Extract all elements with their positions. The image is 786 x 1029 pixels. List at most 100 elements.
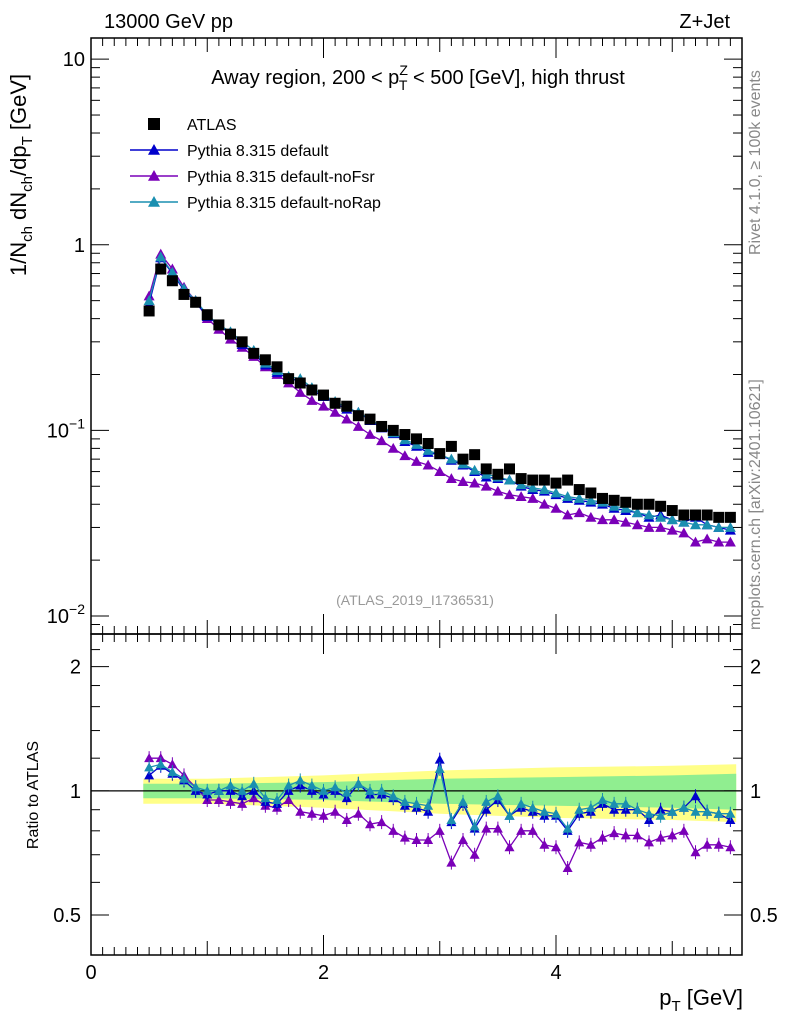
ratio-point-pythia-8-315-default-norap xyxy=(678,802,689,812)
ratio-point-pythia-8-315-default-nofsr xyxy=(667,830,678,840)
ratio-point-pythia-8-315-default-norap xyxy=(574,804,585,814)
ratio-point-pythia-8-315-default-norap xyxy=(376,785,387,795)
main-point-atlas xyxy=(318,389,329,401)
ratio-point-pythia-8-315-default-norap xyxy=(620,798,631,808)
ratio-point-pythia-8-315-default-norap xyxy=(295,775,306,785)
main-point-pythia-8-315-default-nofsr xyxy=(329,406,341,417)
main-point-pythia-8-315-default-nofsr xyxy=(666,524,678,535)
ratio-point-pythia-8-315-default-nofsr xyxy=(446,857,457,867)
main-point-atlas xyxy=(597,492,608,504)
legend-label: Pythia 8.315 default-noFsr xyxy=(187,169,375,186)
ratio-point-pythia-8-315-default xyxy=(481,804,492,814)
main-point-atlas xyxy=(376,420,388,432)
ratio-point-pythia-8-315-default-nofsr xyxy=(213,795,224,805)
header-right-title: Z+Jet xyxy=(679,11,730,33)
main-point-atlas xyxy=(166,275,178,287)
ratio-point-pythia-8-315-default-nofsr xyxy=(144,753,155,763)
ratio-point-pythia-8-315-default-norap xyxy=(260,793,271,803)
ratio-point-pythia-8-315-default-norap xyxy=(306,780,317,790)
main-point-pythia-8-315-default-nofsr xyxy=(504,489,515,500)
main-point-atlas xyxy=(620,496,632,508)
main-point-pythia-8-315-default-nofsr xyxy=(538,498,550,509)
main-point-atlas xyxy=(283,373,295,385)
rivet-version-label: Rivet 4.1.0, ≥ 100k events xyxy=(747,70,764,255)
main-point-pythia-8-315-default-nofsr xyxy=(655,521,667,532)
ratio-point-pythia-8-315-default-nofsr xyxy=(365,819,375,829)
ratio-point-pythia-8-315-default-norap xyxy=(353,778,364,788)
x-tick-label: 4 xyxy=(550,962,561,984)
main-series-group xyxy=(143,248,736,547)
ratio-point-pythia-8-315-default-norap xyxy=(702,806,713,816)
ratio-point-pythia-8-315-default-nofsr xyxy=(318,810,329,820)
main-point-atlas xyxy=(329,397,341,409)
ratio-y-tick-label-right: 2 xyxy=(750,657,761,679)
main-point-atlas xyxy=(225,328,236,340)
ratio-series-group xyxy=(144,751,736,876)
ratio-point-pythia-8-315-default-norap xyxy=(655,810,666,820)
main-point-pythia-8-315-default-nofsr xyxy=(399,450,411,461)
ratio-point-pythia-8-315-default-norap xyxy=(155,759,166,769)
ratio-point-pythia-8-315-default-norap xyxy=(551,808,561,818)
ratio-point-pythia-8-315-default-norap xyxy=(667,806,678,816)
ratio-point-pythia-8-315-default-nofsr xyxy=(609,828,620,838)
main-point-pythia-8-315-default-norap xyxy=(527,482,539,493)
main-point-pythia-8-315-default-nofsr xyxy=(690,536,701,547)
main-point-pythia-8-315-default-norap xyxy=(538,484,550,494)
ratio-point-pythia-8-315-default-nofsr xyxy=(690,847,701,857)
main-point-atlas xyxy=(724,511,736,523)
ratio-point-pythia-8-315-default xyxy=(690,791,701,801)
main-point-pythia-8-315-default-norap xyxy=(678,516,690,527)
ratio-point-pythia-8-315-default-norap xyxy=(516,798,527,808)
ratio-point-pythia-8-315-default-nofsr xyxy=(527,825,538,835)
main-point-atlas xyxy=(155,263,167,275)
legend-label: ATLAS xyxy=(187,117,237,134)
main-point-atlas xyxy=(411,433,422,445)
ratio-point-pythia-8-315-default-norap xyxy=(411,798,422,808)
ratio-point-pythia-8-315-default-nofsr xyxy=(469,849,480,859)
main-point-pythia-8-315-default-nofsr xyxy=(387,442,399,453)
main-line-pythia-8-315-default xyxy=(148,256,731,531)
ratio-point-pythia-8-315-default-nofsr xyxy=(225,796,236,806)
ratio-point-pythia-8-315-default-norap xyxy=(423,800,434,810)
main-line-pythia-8-315-default-nofsr xyxy=(148,252,731,543)
main-point-pythia-8-315-default-nofsr xyxy=(643,521,655,532)
ratio-point-pythia-8-315-default-norap xyxy=(690,806,701,816)
main-point-pythia-8-315-default-nofsr xyxy=(701,533,713,544)
ratio-point-pythia-8-315-default-norap xyxy=(481,796,492,806)
main-point-pythia-8-315-default-norap xyxy=(445,453,457,464)
main-point-pythia-8-315-default-nofsr xyxy=(620,516,632,527)
legend-entry-atlas: ATLAS xyxy=(148,117,237,134)
main-point-pythia-8-315-default-nofsr xyxy=(318,400,329,411)
ratio-point-pythia-8-315-default-norap xyxy=(213,785,224,795)
ratio-point-pythia-8-315-default-nofsr xyxy=(167,759,178,769)
axes-group: 10 1 10−1 10−2 0 2 4 2 2 1 1 0.5 0.5 xyxy=(47,37,778,984)
mcplots-label: mcplots.cern.ch [arXiv:2401.10621] xyxy=(747,379,764,630)
main-point-atlas xyxy=(178,288,190,300)
legend: ATLAS Pythia 8.315 default Pythia 8.315 de… xyxy=(130,117,381,212)
ratio-point-pythia-8-315-default-norap xyxy=(190,782,201,792)
main-y-tick-label: 10−2 xyxy=(47,601,85,628)
ratio-point-pythia-8-315-default-nofsr xyxy=(283,795,294,805)
main-point-pythia-8-315-default-norap xyxy=(469,464,481,475)
ratio-point-pythia-8-315-default-nofsr xyxy=(330,806,341,816)
main-point-atlas xyxy=(213,319,225,331)
legend-entry-pythia-8-315-default-norap: Pythia 8.315 default-noRap xyxy=(130,195,381,212)
ratio-point-pythia-8-315-default-nofsr xyxy=(341,814,352,824)
ratio-point-pythia-8-315-default-norap xyxy=(492,791,503,801)
main-point-atlas xyxy=(294,377,306,389)
title-sup: Z xyxy=(399,62,408,78)
main-point-atlas xyxy=(271,361,283,373)
main-point-atlas xyxy=(643,498,655,510)
ratio-point-pythia-8-315-default-norap xyxy=(609,798,620,808)
ratio-point-pythia-8-315-default-nofsr xyxy=(376,817,387,827)
main-point-pythia-8-315-default-nofsr xyxy=(573,507,585,518)
ratio-point-pythia-8-315-default-nofsr xyxy=(562,863,573,873)
title-pre: Away region, 200 < p xyxy=(211,67,399,89)
ratio-point-pythia-8-315-default-norap xyxy=(144,762,155,772)
main-point-pythia-8-315-default-nofsr xyxy=(562,509,574,520)
main-point-atlas xyxy=(678,509,690,521)
ratio-point-pythia-8-315-default-norap xyxy=(562,823,573,833)
main-point-atlas xyxy=(352,410,364,422)
main-point-pythia-8-315-default-norap xyxy=(155,251,167,262)
main-point-pythia-8-315-default-norap xyxy=(690,519,701,530)
